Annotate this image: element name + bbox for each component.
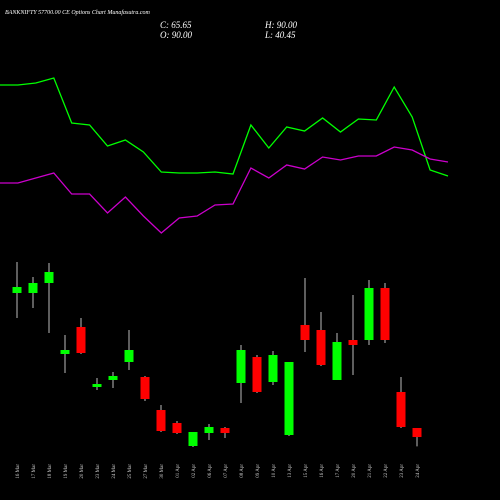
candle-body bbox=[268, 355, 278, 382]
x-tick-label: 01 Apr bbox=[176, 464, 181, 478]
x-tick-label: 23 Mar bbox=[96, 464, 101, 479]
summary-low: L: 40.45 bbox=[264, 30, 296, 40]
candle-body bbox=[188, 432, 198, 446]
candle-body bbox=[108, 376, 118, 380]
candle-body bbox=[124, 350, 134, 362]
x-tick-label: 24 Mar bbox=[112, 464, 117, 479]
x-tick-label: 20 Mar bbox=[80, 464, 85, 479]
candle-body bbox=[348, 340, 358, 345]
x-tick-label: 02 Apr bbox=[192, 464, 197, 478]
candle-body bbox=[28, 283, 38, 293]
candle-body bbox=[364, 288, 374, 340]
candle-body bbox=[44, 272, 54, 283]
candle-body bbox=[316, 330, 326, 365]
candle-body bbox=[300, 325, 310, 340]
x-tick-label: 09 Apr bbox=[256, 464, 261, 478]
candle-body bbox=[140, 377, 150, 399]
candle-body bbox=[12, 287, 22, 293]
x-tick-label: 15 Apr bbox=[304, 464, 309, 478]
candle-body bbox=[220, 428, 230, 433]
x-tick-label: 19 Mar bbox=[64, 464, 69, 479]
candle-body bbox=[156, 410, 166, 431]
candle-body bbox=[60, 350, 70, 354]
x-tick-label: 23 Apr bbox=[400, 464, 405, 478]
x-tick-label: 30 Mar bbox=[160, 464, 165, 479]
candle-body bbox=[76, 327, 86, 353]
summary-close: C: 65.65 bbox=[160, 20, 192, 30]
x-tick-label: 17 Apr bbox=[336, 464, 341, 478]
candle-body bbox=[92, 384, 102, 387]
x-tick-label: 16 Apr bbox=[320, 464, 325, 478]
candle-body bbox=[284, 362, 294, 435]
candle-body bbox=[252, 357, 262, 392]
candle-body bbox=[380, 288, 390, 340]
x-tick-label: 20 Apr bbox=[352, 464, 357, 478]
candle-body bbox=[172, 423, 182, 433]
x-tick-label: 10 Apr bbox=[272, 464, 277, 478]
candle-body bbox=[332, 342, 342, 380]
x-tick-label: 08 Apr bbox=[240, 464, 245, 478]
candle-body bbox=[412, 428, 422, 438]
x-tick-label: 25 Mar bbox=[128, 464, 133, 479]
candle-body bbox=[396, 392, 406, 427]
x-tick-label: 16 Mar bbox=[16, 464, 21, 479]
x-tick-label: 18 Mar bbox=[48, 464, 53, 479]
chart-title: BANKNIFTY 57700.00 CE Options Chart Muna… bbox=[5, 9, 151, 16]
x-tick-label: 27 Mar bbox=[144, 464, 149, 479]
x-tick-label: 07 Apr bbox=[224, 464, 229, 478]
x-tick-label: 24 Apr bbox=[416, 464, 421, 478]
candle-body bbox=[236, 350, 246, 383]
candle-body bbox=[204, 427, 214, 433]
x-tick-label: 06 Apr bbox=[208, 464, 213, 478]
x-tick-label: 17 Mar bbox=[32, 464, 37, 479]
indicator-line bbox=[0, 146, 449, 234]
x-tick-label: 22 Apr bbox=[384, 464, 389, 478]
x-tick-label: 13 Apr bbox=[288, 464, 293, 478]
x-tick-label: 21 Apr bbox=[368, 464, 373, 478]
indicator-line bbox=[0, 77, 449, 177]
summary-open: O: 90.00 bbox=[160, 30, 192, 40]
summary-high: H: 90.00 bbox=[264, 20, 297, 30]
